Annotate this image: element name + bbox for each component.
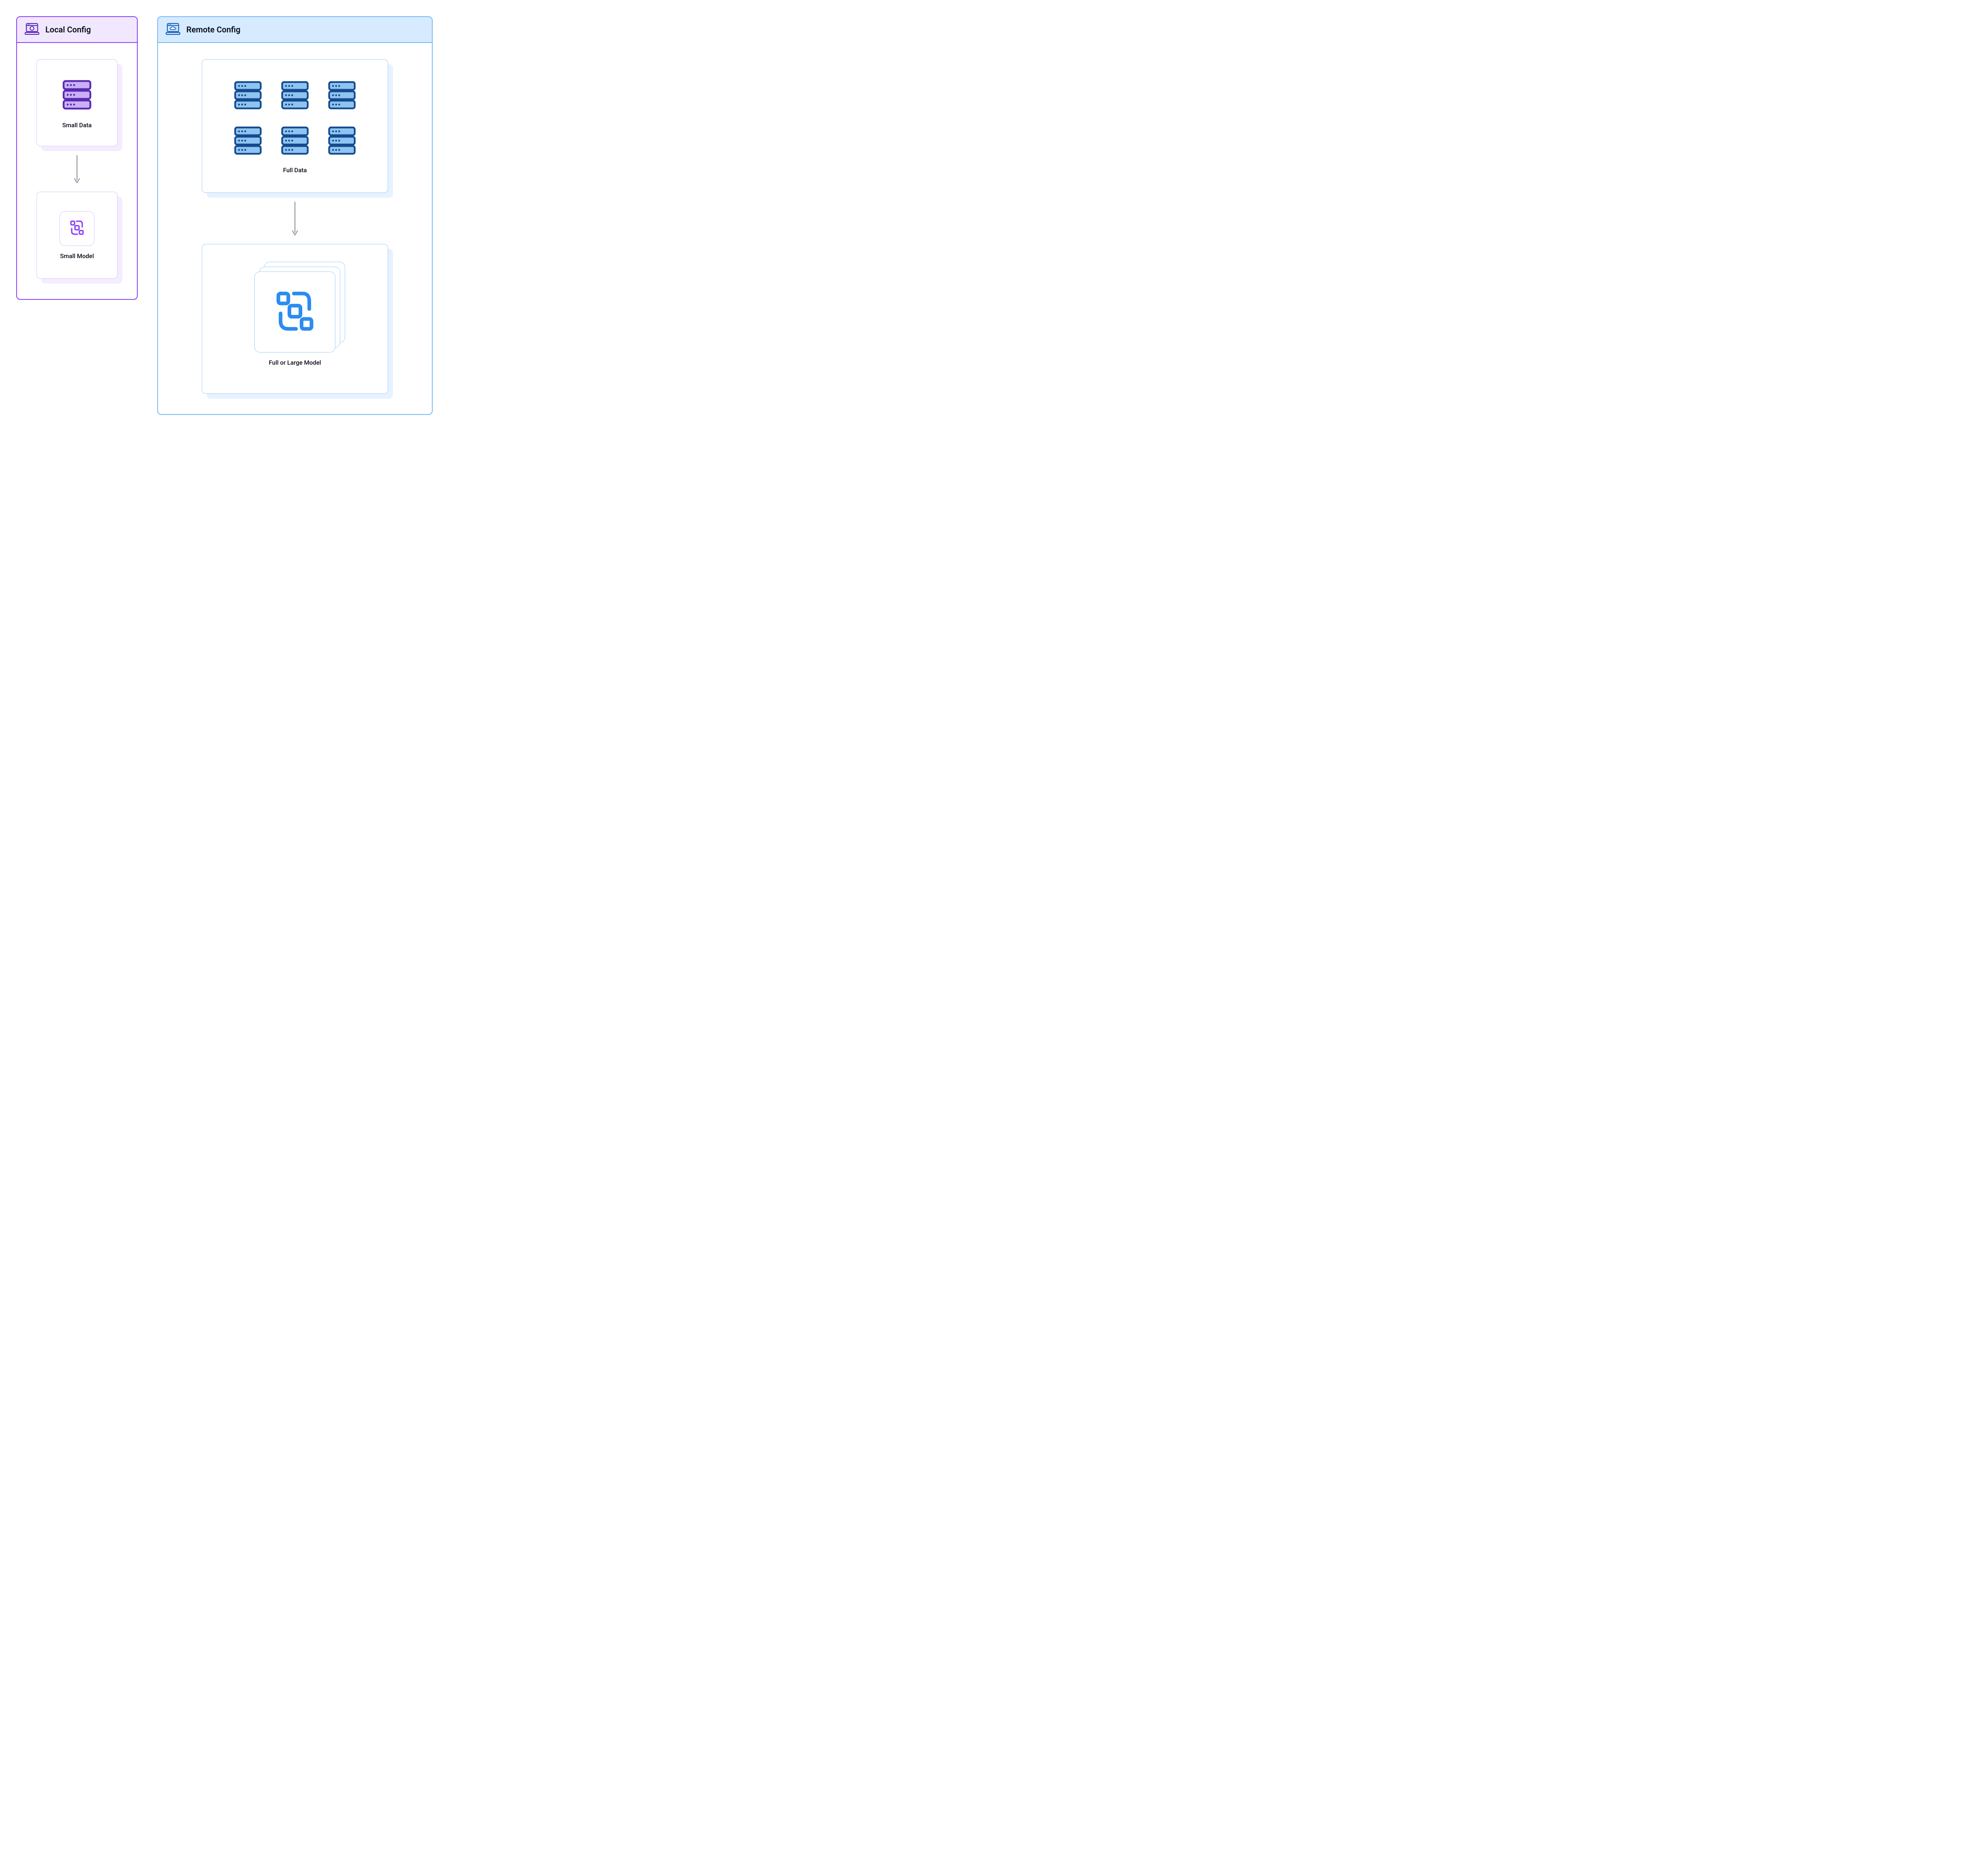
server-icon bbox=[231, 78, 265, 115]
full-data-card-stack: Full Data bbox=[202, 59, 388, 193]
small-model-card: Small Model bbox=[36, 192, 117, 279]
local-config-panel: Local Config bbox=[16, 16, 138, 300]
arrow-down-icon bbox=[73, 154, 81, 184]
remote-config-panel: Remote Config bbox=[157, 16, 433, 415]
server-icon bbox=[325, 124, 359, 160]
laptop-cloud-icon bbox=[165, 23, 181, 36]
small-data-card-stack: Small Data bbox=[36, 59, 117, 146]
remote-config-title: Remote Config bbox=[186, 25, 241, 34]
small-model-label: Small Model bbox=[60, 252, 94, 260]
small-model-inner-card bbox=[60, 211, 94, 246]
full-model-card-stack: Full or Large Model bbox=[202, 244, 388, 394]
local-config-title: Local Config bbox=[45, 25, 91, 34]
server-icon bbox=[59, 77, 95, 115]
flow-node-icon bbox=[271, 287, 319, 337]
small-model-card-stack: Small Model bbox=[36, 192, 117, 279]
full-model-card: Full or Large Model bbox=[202, 244, 388, 394]
local-config-body: Small Data bbox=[17, 43, 137, 299]
arrow-down-icon bbox=[291, 200, 299, 237]
full-model-inner-card bbox=[254, 271, 335, 353]
full-data-card: Full Data bbox=[202, 59, 388, 193]
small-data-label: Small Data bbox=[62, 122, 92, 129]
server-icon bbox=[231, 124, 265, 160]
full-model-label: Full or Large Model bbox=[269, 359, 321, 366]
laptop-gear-icon bbox=[24, 23, 40, 36]
config-diagram: Local Config bbox=[16, 16, 1961, 415]
local-config-header: Local Config bbox=[17, 17, 137, 43]
server-icon bbox=[278, 124, 312, 160]
full-model-inner-stack bbox=[254, 271, 335, 353]
remote-config-header: Remote Config bbox=[158, 17, 432, 43]
remote-config-body: Full Data bbox=[158, 43, 432, 414]
flow-node-icon bbox=[68, 219, 86, 238]
server-icon bbox=[325, 78, 359, 115]
server-grid bbox=[231, 78, 359, 160]
full-data-label: Full Data bbox=[283, 167, 307, 174]
server-icon bbox=[278, 78, 312, 115]
small-data-card: Small Data bbox=[36, 59, 117, 146]
